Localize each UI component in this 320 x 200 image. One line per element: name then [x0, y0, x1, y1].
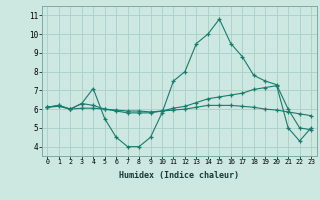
X-axis label: Humidex (Indice chaleur): Humidex (Indice chaleur): [119, 171, 239, 180]
